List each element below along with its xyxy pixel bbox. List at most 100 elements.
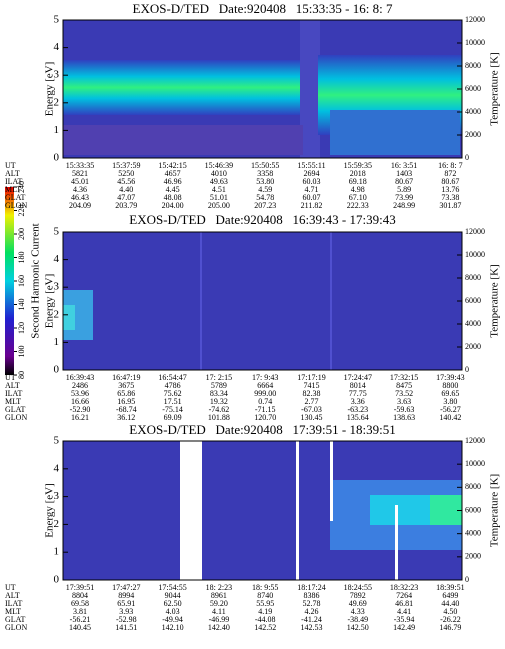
table-cell: 17:32:15 — [390, 373, 418, 382]
table-cell: -56.27 — [440, 405, 461, 414]
y-tick-label: 1 — [54, 546, 60, 558]
table-cell: 77.75 — [349, 389, 367, 398]
table-cell: 141.51 — [115, 623, 137, 632]
panel-title: EXOS-D/TED Date:920408 17:39:51 - 18:39:… — [129, 422, 395, 437]
colorbar-tick-label: 100 — [17, 346, 26, 358]
table-row-label: GLAT — [5, 193, 26, 202]
table-cell: 47.07 — [117, 193, 135, 202]
table-cell: 8994 — [118, 591, 134, 600]
table-cell: 80.67 — [441, 177, 459, 186]
table-cell: 205.00 — [208, 201, 230, 210]
spectrogram-texture — [296, 441, 299, 580]
table-cell: 49.69 — [349, 599, 367, 608]
table-cell: 46.81 — [395, 599, 413, 608]
y-tick-label: 3 — [54, 281, 60, 293]
panel-title: EXOS-D/TED Date:920408 15:33:35 - 16: 8:… — [133, 1, 393, 16]
table-cell: -68.74 — [116, 405, 137, 414]
table-cell: 140.45 — [69, 623, 91, 632]
y2-tick-label: 0 — [465, 153, 469, 162]
y2-tick-label: 2000 — [465, 552, 481, 561]
colorbar-tick-label: 80 — [17, 371, 26, 379]
table-row-label: ALT — [5, 591, 20, 600]
spectrogram-texture — [330, 232, 332, 370]
table-cell: 65.86 — [117, 389, 135, 398]
table-cell: 69.18 — [349, 177, 367, 186]
table-cell: 44.40 — [441, 599, 459, 608]
table-cell: 82.38 — [303, 389, 321, 398]
table-cell: 6664 — [257, 381, 273, 390]
table-cell: -71.15 — [255, 405, 276, 414]
y2-tick-label: 8000 — [465, 482, 481, 491]
y-axis-label: Energy [eV] — [44, 274, 56, 328]
table-cell: -46.99 — [209, 615, 230, 624]
table-cell: 142.50 — [347, 623, 369, 632]
table-cell: 2486 — [72, 381, 88, 390]
table-cell: -38.49 — [347, 615, 368, 624]
y2-tick-label: 12000 — [465, 227, 485, 236]
y2-tick-label: 8000 — [465, 61, 481, 70]
table-cell: 4786 — [165, 381, 181, 390]
y-tick-label: 5 — [54, 226, 60, 238]
table-cell: 51.01 — [210, 193, 228, 202]
table-cell: 6499 — [442, 591, 458, 600]
table-cell: 3.93 — [119, 607, 133, 616]
table-cell: 8475 — [396, 381, 412, 390]
spectrogram-texture — [300, 20, 320, 158]
y-tick-label: 5 — [54, 14, 60, 26]
y2-tick-label: 0 — [465, 575, 469, 584]
spectrogram-texture — [200, 232, 202, 370]
table-cell: 204.00 — [162, 201, 184, 210]
table-cell: 45.01 — [71, 177, 89, 186]
table-cell: 207.23 — [254, 201, 276, 210]
table-cell: 4657 — [165, 169, 181, 178]
table-cell: 4.33 — [351, 607, 365, 616]
table-cell: 3358 — [257, 169, 273, 178]
table-cell: 17:24:47 — [344, 373, 372, 382]
table-cell: -75.14 — [162, 405, 183, 414]
table-cell: -44.08 — [255, 615, 276, 624]
table-cell: 49.63 — [210, 177, 228, 186]
table-cell: 204.09 — [69, 201, 91, 210]
table-cell: 4.41 — [397, 607, 411, 616]
table-cell: 62.50 — [164, 599, 182, 608]
table-cell: 17:54:55 — [158, 583, 186, 592]
y2-tick-label: 2000 — [465, 130, 481, 139]
colorbar-tick-label: 240 — [17, 181, 26, 193]
table-row-label: MLT — [5, 397, 21, 406]
y2-tick-label: 2000 — [465, 342, 481, 351]
table-row-label: ILAT — [5, 599, 22, 608]
table-cell: 15:50:55 — [251, 161, 279, 170]
table-cell: 3.36 — [351, 397, 365, 406]
table-cell: 18:39:51 — [436, 583, 464, 592]
table-cell: 16: 8: 7 — [438, 161, 462, 170]
y2-tick-label: 6000 — [465, 296, 481, 305]
y-tick-label: 2 — [54, 518, 60, 530]
table-cell: 16:54:47 — [158, 373, 186, 382]
table-cell: 17:39:51 — [66, 583, 94, 592]
table-cell: 9044 — [165, 591, 181, 600]
table-cell: 16:47:19 — [112, 373, 140, 382]
table-row-label: ALT — [5, 169, 20, 178]
spectrogram-texture — [430, 495, 462, 525]
table-row-label: GLAT — [5, 405, 26, 414]
table-cell: 15:33:35 — [66, 161, 94, 170]
colorbar-tick-label: 140 — [17, 299, 26, 311]
table-cell: 13.76 — [441, 185, 459, 194]
table-cell: 4.40 — [119, 185, 133, 194]
y2-axis-label: Temperature [K] — [489, 264, 501, 337]
table-cell: 80.67 — [395, 177, 413, 186]
table-cell: 5789 — [211, 381, 227, 390]
y2-tick-label: 10000 — [465, 459, 485, 468]
y-tick-label: 2 — [54, 308, 60, 320]
y-tick-label: 4 — [54, 253, 60, 265]
table-cell: 4.26 — [305, 607, 319, 616]
table-cell: 8386 — [304, 591, 320, 600]
table-row-label: GLON — [5, 623, 27, 632]
y-tick-label: 1 — [54, 124, 60, 136]
table-cell: 46.96 — [164, 177, 182, 186]
table-row-label: MLT — [5, 185, 21, 194]
table-cell: 203.79 — [115, 201, 137, 210]
table-cell: 8961 — [211, 591, 227, 600]
table-cell: 142.52 — [254, 623, 276, 632]
table-cell: 67.10 — [349, 193, 367, 202]
